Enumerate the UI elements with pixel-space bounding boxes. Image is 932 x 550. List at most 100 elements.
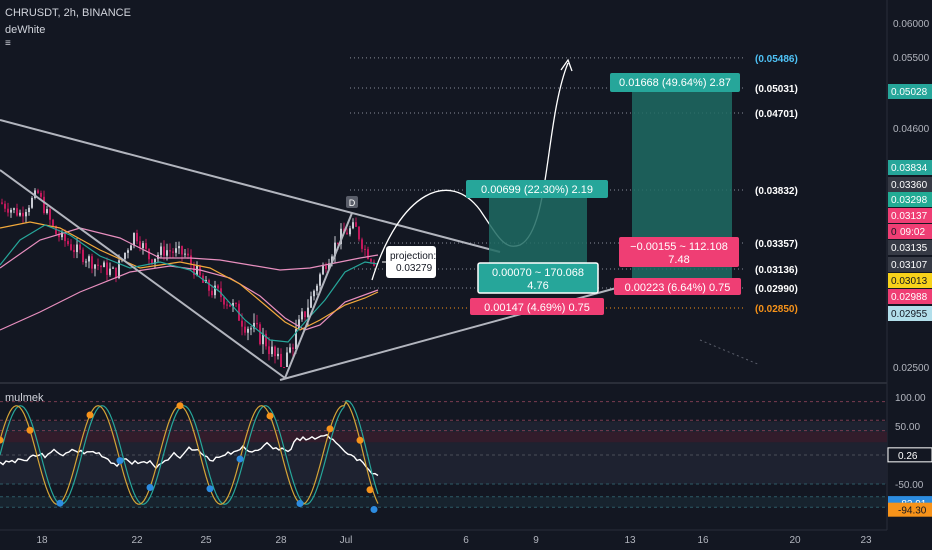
osc-axis-tag — [887, 447, 932, 463]
price-axis-tag — [888, 257, 932, 272]
ma-mid-line — [0, 221, 379, 331]
candle-body — [268, 346, 270, 355]
osc-axis-tag-text: -94.30 — [898, 506, 927, 517]
price-axis-tag — [888, 273, 932, 288]
rally-line — [284, 212, 353, 379]
candle-body — [316, 285, 318, 291]
price-axis-tick: 0.04600 — [893, 124, 930, 135]
candle-body — [118, 260, 120, 278]
candle-body — [286, 352, 288, 367]
candle-body — [139, 241, 141, 249]
callout-target-1-text: 0.00699 (22.30%) 2.19 — [481, 184, 593, 196]
candle-body — [292, 347, 294, 350]
candle-body — [22, 212, 24, 217]
price-axis-tag-text: 0.03135 — [891, 243, 928, 254]
candle-body — [256, 322, 258, 325]
candle-body — [349, 228, 351, 235]
price-axis-tag — [888, 177, 932, 192]
candle-body — [10, 209, 12, 213]
candle-body — [358, 226, 360, 240]
candle-body — [283, 367, 285, 368]
candle-body — [94, 264, 96, 269]
candle-body — [61, 232, 63, 238]
candle-body — [298, 319, 300, 330]
candle-body — [109, 268, 111, 275]
candle-body — [76, 244, 78, 253]
time-axis-tick: 13 — [624, 535, 636, 546]
candle-body — [85, 261, 87, 263]
price-level-label: (0.02990) — [755, 284, 798, 295]
menu-icon[interactable]: ≡ — [5, 38, 11, 49]
candle-body — [154, 258, 156, 264]
osc-axis-tick: 100.00 — [895, 393, 926, 404]
projection-label-title: projection: — [390, 251, 436, 262]
osc-signal-dot — [116, 457, 124, 465]
price-axis-tag — [888, 224, 932, 239]
candle-body — [319, 274, 321, 286]
author-label: deWhite — [5, 24, 46, 36]
candle-body — [1, 202, 3, 204]
callout-risk-reward-2-text: −0.00155 ~ 112.108 — [630, 241, 728, 253]
candle-body — [169, 250, 171, 252]
price-axis-tick: 0.02500 — [893, 363, 930, 374]
price-level-label: (0.04701) — [755, 109, 798, 120]
price-axis-tag-text: 0.05028 — [891, 87, 928, 98]
price-level-label: (0.03357) — [755, 239, 798, 250]
candle-body — [274, 346, 276, 357]
price-axis-tag — [888, 289, 932, 304]
candle-body — [241, 320, 243, 327]
time-axis-tick: 28 — [275, 535, 287, 546]
candle-body — [67, 241, 69, 245]
price-axis-tag-text: 0.02988 — [891, 292, 928, 303]
candle-body — [223, 297, 225, 305]
candle-body — [163, 246, 165, 256]
osc-signal-dot — [356, 436, 364, 444]
osc-signal-dot — [176, 402, 184, 410]
price-level-label: (0.03832) — [755, 186, 798, 197]
candle-body — [31, 197, 33, 208]
candle-body — [211, 290, 213, 296]
candle-body — [166, 250, 168, 256]
osc-signal-dot — [236, 455, 244, 463]
marker-box — [346, 196, 358, 208]
price-axis-tag-text: 0.03360 — [891, 180, 928, 191]
time-axis-tick: 18 — [36, 535, 48, 546]
osc-signal-dot — [56, 499, 64, 507]
candle-body — [40, 192, 42, 197]
candle-body — [181, 246, 183, 255]
callout-stop-1-box — [470, 298, 604, 315]
price-axis-tag — [888, 84, 932, 99]
candle-body — [82, 249, 84, 263]
candle-body — [88, 256, 90, 262]
price-axis-tick: 0.05500 — [893, 53, 930, 64]
candle-body — [322, 265, 324, 275]
candle-body — [148, 248, 150, 260]
osc-signal-dot — [26, 426, 34, 434]
candle-body — [97, 264, 99, 266]
candle-body — [307, 307, 309, 318]
price-axis-tag-time: 09:02 — [900, 227, 925, 238]
candle-body — [280, 353, 282, 367]
osc-signal-dot — [296, 500, 304, 508]
time-axis-tick: 6 — [463, 535, 469, 546]
candle-body — [28, 207, 30, 213]
callout-target-1-box — [466, 180, 608, 198]
candle-body — [7, 208, 9, 213]
osc-axis-tag-text: 0.26 — [898, 451, 918, 462]
left-wedge-line — [0, 169, 286, 379]
price-axis-tag — [888, 208, 932, 223]
candle-body — [235, 303, 237, 305]
time-axis-tick: 16 — [697, 535, 709, 546]
price-level-label: (0.05031) — [755, 84, 798, 95]
candle-body — [271, 346, 273, 355]
candle-body — [133, 232, 135, 246]
oscillator-title: mulmek — [5, 392, 44, 404]
candle-body — [247, 328, 249, 333]
candle-body — [304, 311, 306, 318]
candle-body — [301, 311, 303, 320]
upper-trendline — [0, 119, 501, 253]
candle-body — [136, 232, 138, 242]
candle-body — [259, 324, 261, 345]
candle-body — [310, 296, 312, 308]
